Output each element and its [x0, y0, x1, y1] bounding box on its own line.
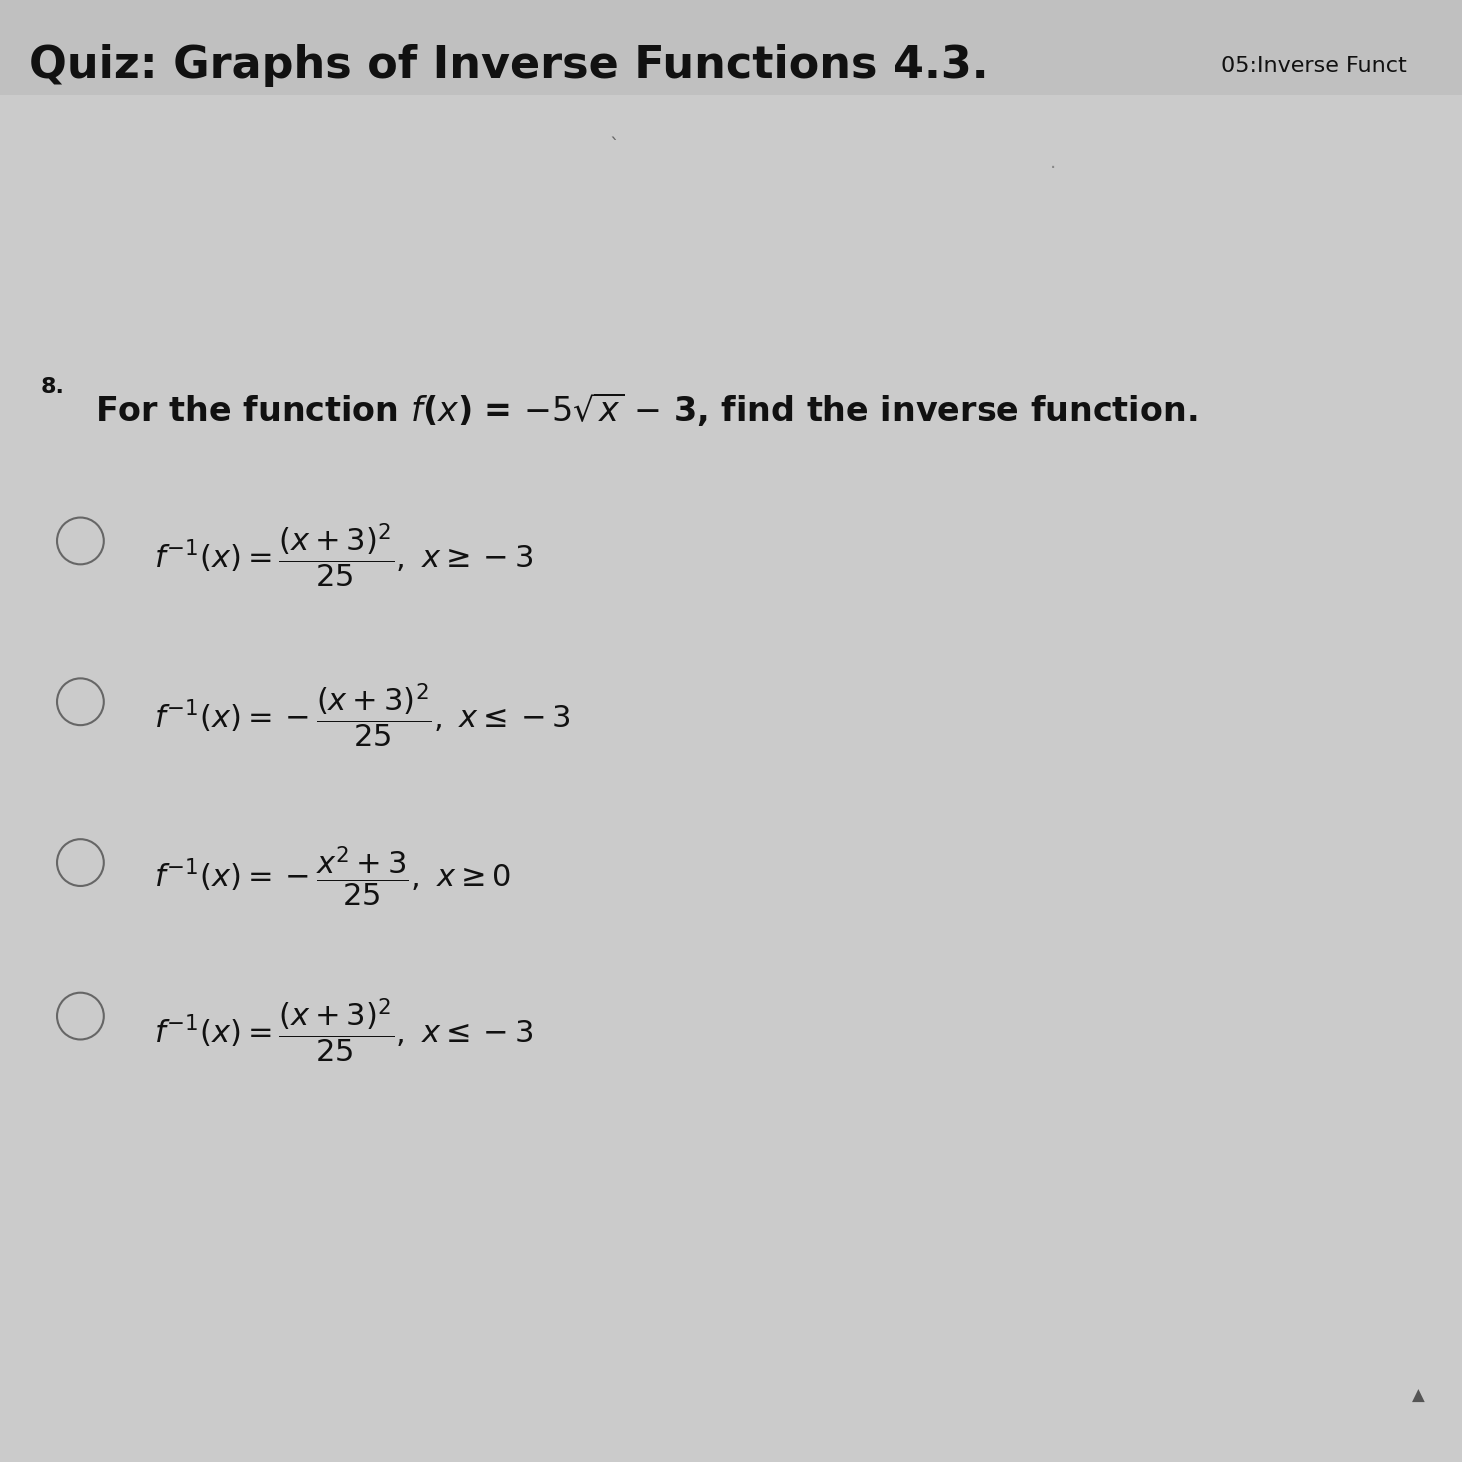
Text: $f^{-1}(x) = -\dfrac{x^2+3}{25}$$,\ x \geq 0$: $f^{-1}(x) = -\dfrac{x^2+3}{25}$$,\ x \g… [154, 845, 510, 909]
Text: $f^{-1}(x) = \dfrac{(x+3)^2}{25}$$,\ x \geq -3$: $f^{-1}(x) = \dfrac{(x+3)^2}{25}$$,\ x \… [154, 522, 532, 589]
Text: Quiz: Graphs of Inverse Functions 4.3.: Quiz: Graphs of Inverse Functions 4.3. [29, 44, 988, 88]
Text: For the function $\mathit{f}$($x$) = $-5\sqrt{x}$ $-$ 3, find the inverse functi: For the function $\mathit{f}$($x$) = $-5… [95, 390, 1197, 428]
Text: `: ` [610, 137, 618, 155]
Text: $f^{-1}(x) = -\dfrac{(x+3)^2}{25}$$,\ x \leq -3$: $f^{-1}(x) = -\dfrac{(x+3)^2}{25}$$,\ x … [154, 683, 570, 750]
Text: $f^{-1}(x) = \dfrac{(x+3)^2}{25}$$,\ x \leq -3$: $f^{-1}(x) = \dfrac{(x+3)^2}{25}$$,\ x \… [154, 997, 532, 1064]
Text: ▲: ▲ [1412, 1387, 1424, 1405]
Text: 05:Inverse Funct: 05:Inverse Funct [1221, 56, 1406, 76]
FancyBboxPatch shape [0, 0, 1462, 95]
Text: 8.: 8. [41, 377, 64, 398]
Text: ·: · [1050, 159, 1056, 177]
